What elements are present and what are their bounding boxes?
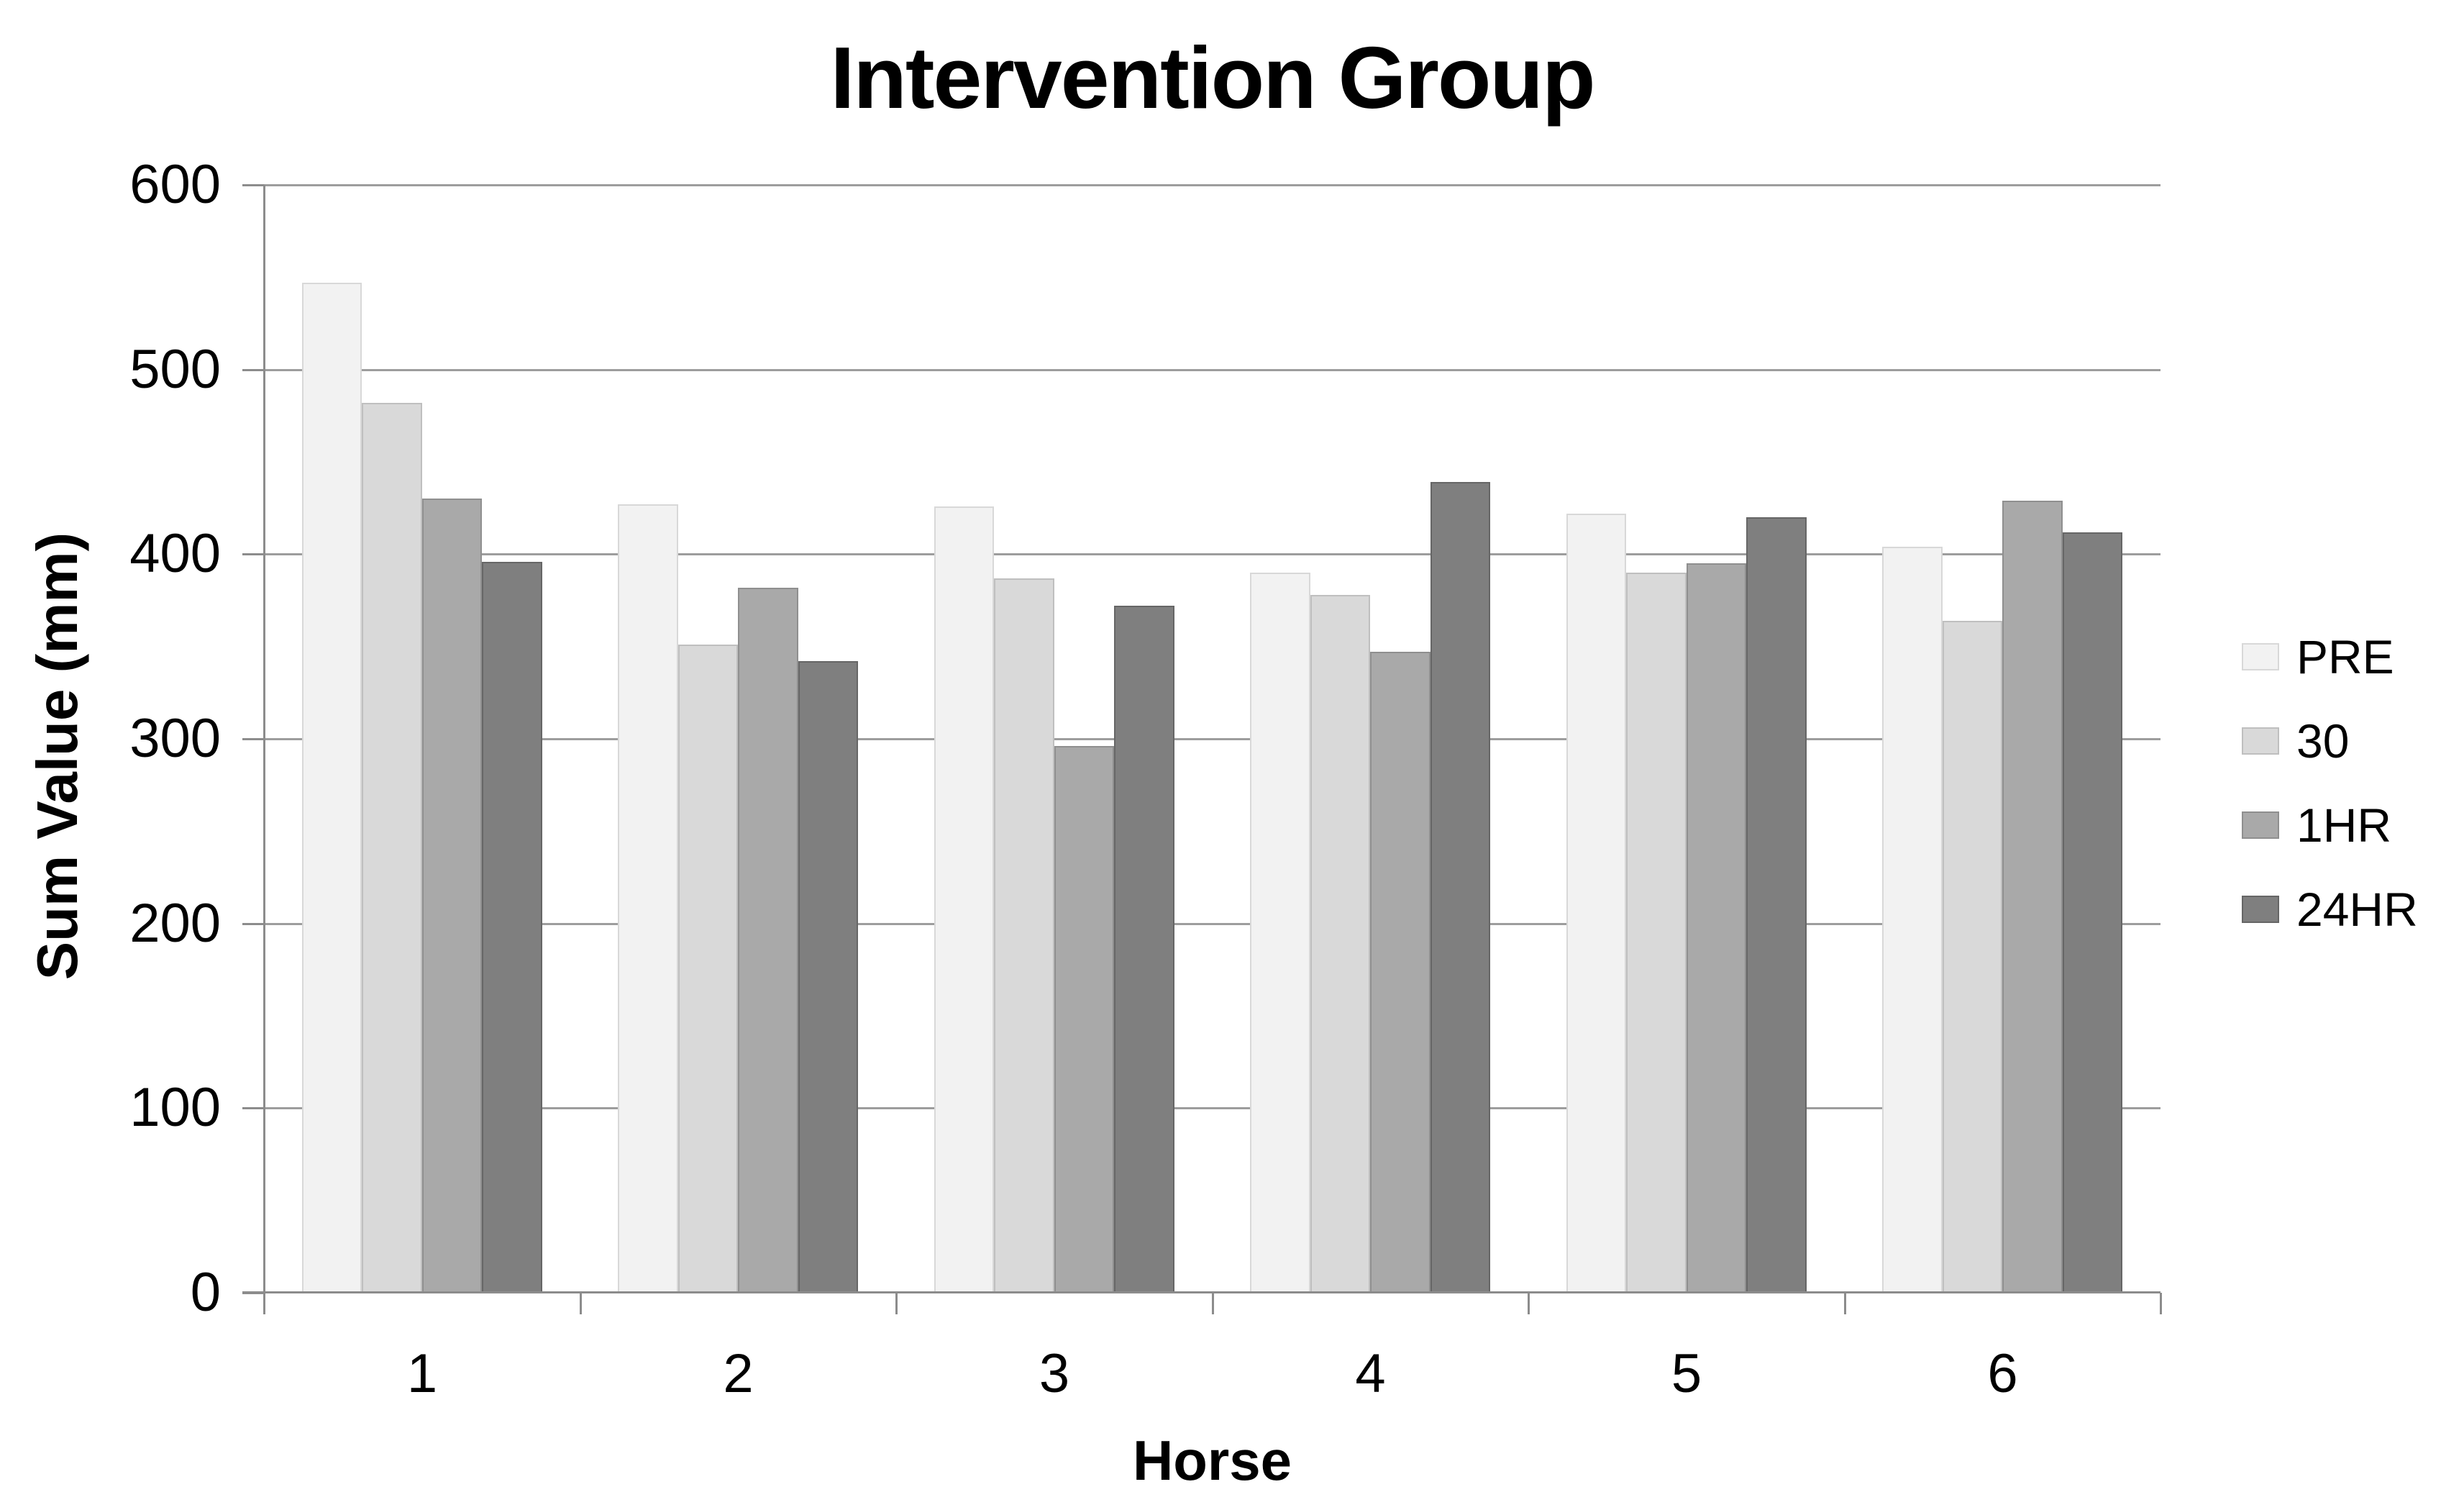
x-category-label-6: 6: [1987, 1343, 2018, 1404]
bar-horse3-1HR: [1054, 746, 1115, 1293]
x-category-label-5: 5: [1671, 1343, 1702, 1404]
x-category-label-3: 3: [1039, 1343, 1070, 1404]
y-tick-100: [242, 1107, 264, 1110]
bar-horse5-24HR: [1746, 517, 1807, 1293]
bar-horse1-30: [362, 402, 422, 1293]
bar-horse1-24HR: [482, 561, 542, 1293]
x-tick-2: [895, 1293, 898, 1314]
y-tick-300: [242, 738, 264, 740]
bar-horse1-PRE: [301, 283, 362, 1293]
gridline-100: [264, 1107, 2160, 1110]
gridline-300: [264, 738, 2160, 740]
gridline-400: [264, 553, 2160, 556]
y-tick-label-400: 400: [129, 523, 221, 585]
y-tick-500: [242, 368, 264, 371]
legend-swatch-PRE: [2242, 643, 2279, 670]
x-tick-0: [263, 1293, 265, 1314]
bar-horse4-1HR: [1370, 652, 1431, 1293]
bar-horse4-PRE: [1250, 573, 1310, 1293]
bar-horse3-24HR: [1114, 606, 1174, 1293]
bar-horse5-1HR: [1686, 563, 1747, 1293]
bar-horse3-30: [994, 578, 1054, 1293]
bar-horse6-30: [1942, 620, 2003, 1293]
gridline-500: [264, 368, 2160, 371]
bar-horse4-30: [1310, 594, 1371, 1293]
chart-title: Intervention Group: [830, 29, 1596, 127]
bar-horse6-PRE: [1882, 547, 1943, 1293]
y-tick-label-200: 200: [129, 892, 221, 954]
x-category-label-2: 2: [723, 1343, 754, 1404]
y-tick-label-500: 500: [129, 338, 221, 400]
bar-horse5-PRE: [1566, 513, 1627, 1293]
gridline-600: [264, 184, 2160, 186]
y-tick-400: [242, 553, 264, 556]
y-axis-line: [263, 185, 265, 1314]
bar-horse5-30: [1626, 573, 1687, 1293]
bar-horse2-24HR: [798, 661, 859, 1293]
y-tick-label-0: 0: [190, 1262, 221, 1323]
legend-label-30: 30: [2296, 714, 2350, 768]
gridline-200: [264, 922, 2160, 925]
x-axis-line: [242, 1291, 2160, 1293]
x-axis-title: Horse: [1132, 1429, 1292, 1492]
bar-horse4-24HR: [1430, 482, 1491, 1293]
x-category-label-1: 1: [406, 1343, 438, 1404]
y-tick-200: [242, 922, 264, 925]
y-tick-0: [242, 1292, 264, 1294]
x-tick-3: [1211, 1293, 1214, 1314]
x-tick-5: [1843, 1293, 1846, 1314]
x-tick-6: [2160, 1293, 2162, 1314]
y-tick-label-100: 100: [129, 1077, 221, 1139]
legend-swatch-1HR: [2242, 811, 2279, 839]
legend-label-1HR: 1HR: [2296, 799, 2392, 852]
bar-horse6-1HR: [2002, 500, 2063, 1293]
legend-label-24HR: 24HR: [2296, 883, 2418, 936]
legend-swatch-24HR: [2242, 896, 2279, 923]
bar-horse3-PRE: [934, 506, 995, 1293]
bar-horse2-1HR: [738, 587, 798, 1293]
y-tick-label-300: 300: [129, 708, 221, 769]
x-category-label-4: 4: [1355, 1343, 1386, 1404]
plot-area: [242, 184, 2162, 1314]
legend-swatch-30: [2242, 727, 2279, 755]
y-tick-600: [242, 184, 264, 186]
y-tick-label-600: 600: [129, 154, 221, 215]
bar-horse6-24HR: [2062, 532, 2123, 1293]
bar-horse1-1HR: [421, 499, 483, 1293]
x-tick-1: [579, 1293, 582, 1314]
x-tick-4: [1528, 1293, 1530, 1314]
legend-label-PRE: PRE: [2296, 630, 2394, 683]
bar-horse2-PRE: [618, 504, 678, 1293]
bar-horse2-30: [677, 645, 739, 1293]
